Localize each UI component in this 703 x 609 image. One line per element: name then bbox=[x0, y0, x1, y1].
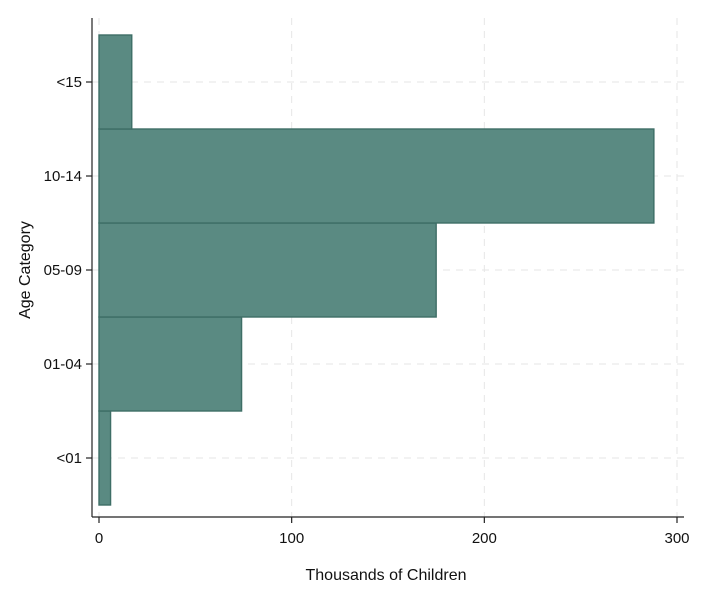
bars bbox=[98, 34, 655, 506]
ticks: 0 100 200 300 <01 01-04 05-09 10-14 <15 bbox=[44, 74, 690, 547]
x-tick-label: 300 bbox=[664, 530, 689, 547]
x-tick-label: 100 bbox=[279, 530, 304, 547]
bar-15 bbox=[98, 34, 133, 130]
bar-0509 bbox=[98, 222, 437, 318]
bar-0104 bbox=[98, 316, 243, 412]
y-tick-label: <01 bbox=[57, 450, 82, 467]
x-axis-title: Thousands of Children bbox=[306, 567, 467, 584]
y-tick-label: 05-09 bbox=[44, 262, 82, 279]
axes bbox=[91, 18, 684, 518]
y-tick-label: <15 bbox=[57, 74, 82, 91]
y-tick-label: 01-04 bbox=[44, 356, 82, 373]
bar-1014 bbox=[98, 128, 655, 224]
y-axis-title: Age Category bbox=[17, 221, 34, 319]
bar-01 bbox=[98, 410, 112, 506]
y-tick-label: 10-14 bbox=[44, 168, 82, 185]
x-tick-label: 0 bbox=[95, 530, 103, 547]
x-tick-label: 200 bbox=[472, 530, 497, 547]
